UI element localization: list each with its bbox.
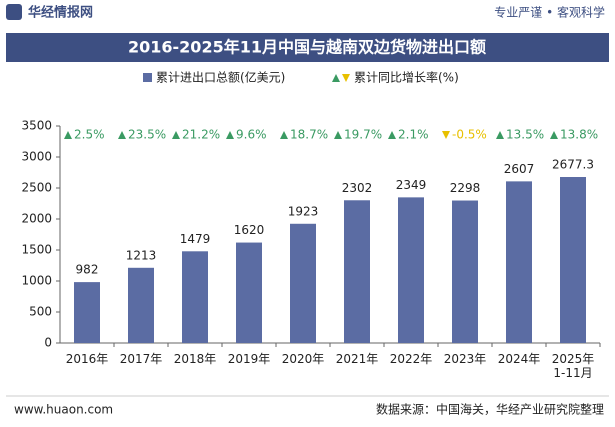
- data-label: 2677.3: [552, 158, 594, 172]
- legend-swatch: [143, 73, 152, 82]
- triangle-marker: [334, 131, 342, 139]
- data-label: 1620: [234, 223, 265, 237]
- bar: [452, 200, 478, 343]
- source: 数据来源：中国海关，华经产业研究院整理: [376, 402, 604, 417]
- triangle-marker: [550, 131, 558, 139]
- slogan: 专业严谨 • 客观科学: [494, 5, 605, 20]
- bar: [398, 197, 424, 343]
- y-tick-label: 1500: [21, 243, 52, 257]
- triangle-marker: [332, 74, 340, 82]
- growth-label: 18.7%: [290, 128, 328, 142]
- y-tick-label: 2500: [21, 181, 52, 195]
- y-tick-label: 3000: [21, 150, 52, 164]
- growth-label: 19.7%: [344, 128, 382, 142]
- bar: [290, 223, 316, 343]
- logo: 华经情报网: [28, 5, 93, 21]
- triangle-marker: [342, 74, 350, 82]
- x-tick-label: 2025年 1-11月: [551, 352, 595, 380]
- bar: [74, 282, 100, 343]
- data-label: 2298: [450, 181, 481, 195]
- data-label: 1923: [288, 204, 319, 218]
- data-label: 1479: [180, 232, 211, 246]
- x-tick-label: 2019年: [227, 352, 271, 366]
- y-tick-label: 2000: [21, 212, 52, 226]
- legend-label: 累计同比增长率(%): [354, 70, 459, 85]
- growth-label: 2.5%: [74, 128, 105, 142]
- triangle-marker: [172, 131, 180, 139]
- x-tick-label: 2024年: [497, 352, 541, 366]
- x-tick-label: 2022年: [389, 352, 433, 366]
- bar: [506, 181, 532, 343]
- bar: [236, 242, 262, 343]
- triangle-marker: [118, 131, 126, 139]
- triangle-marker: [64, 131, 72, 139]
- triangle-marker: [442, 131, 450, 139]
- x-tick-label: 2018年: [173, 352, 217, 366]
- x-tick-label: 2023年: [443, 352, 487, 366]
- growth-label: 21.2%: [182, 128, 220, 142]
- x-tick-label: 2020年: [281, 352, 325, 366]
- legend-label: 累计进出口总额(亿美元): [156, 70, 285, 85]
- x-tick-label: 2017年: [119, 352, 163, 366]
- logo-icon: [6, 4, 22, 20]
- triangle-marker: [496, 131, 504, 139]
- growth-label: 9.6%: [236, 128, 267, 142]
- triangle-marker: [226, 131, 234, 139]
- data-label: 2302: [342, 181, 373, 195]
- triangle-marker: [388, 131, 396, 139]
- growth-label: 13.8%: [560, 128, 598, 142]
- triangle-marker: [280, 131, 288, 139]
- growth-label: 13.5%: [506, 128, 544, 142]
- y-tick-label: 500: [29, 305, 52, 319]
- x-tick-label: 2016年: [65, 352, 109, 366]
- y-tick-label: 3500: [21, 119, 52, 133]
- x-tick-label: 2021年: [335, 352, 379, 366]
- data-label: 982: [76, 263, 99, 277]
- data-label: 1213: [126, 248, 157, 262]
- data-label: 2349: [396, 178, 427, 192]
- title-bar: [6, 33, 609, 62]
- y-tick-label: 0: [44, 336, 52, 350]
- bar: [128, 267, 154, 343]
- website: www.huaon.com: [14, 403, 113, 417]
- bar: [182, 251, 208, 343]
- growth-label: 2.1%: [398, 128, 429, 142]
- bar: [560, 177, 586, 343]
- data-label: 2607: [504, 162, 535, 176]
- growth-label: -0.5%: [452, 128, 487, 142]
- chart-title: 2016-2025年11月中国与越南双边货物进出口额: [128, 38, 486, 57]
- bar: [344, 200, 370, 343]
- growth-label: 23.5%: [128, 128, 166, 142]
- y-tick-label: 1000: [21, 274, 52, 288]
